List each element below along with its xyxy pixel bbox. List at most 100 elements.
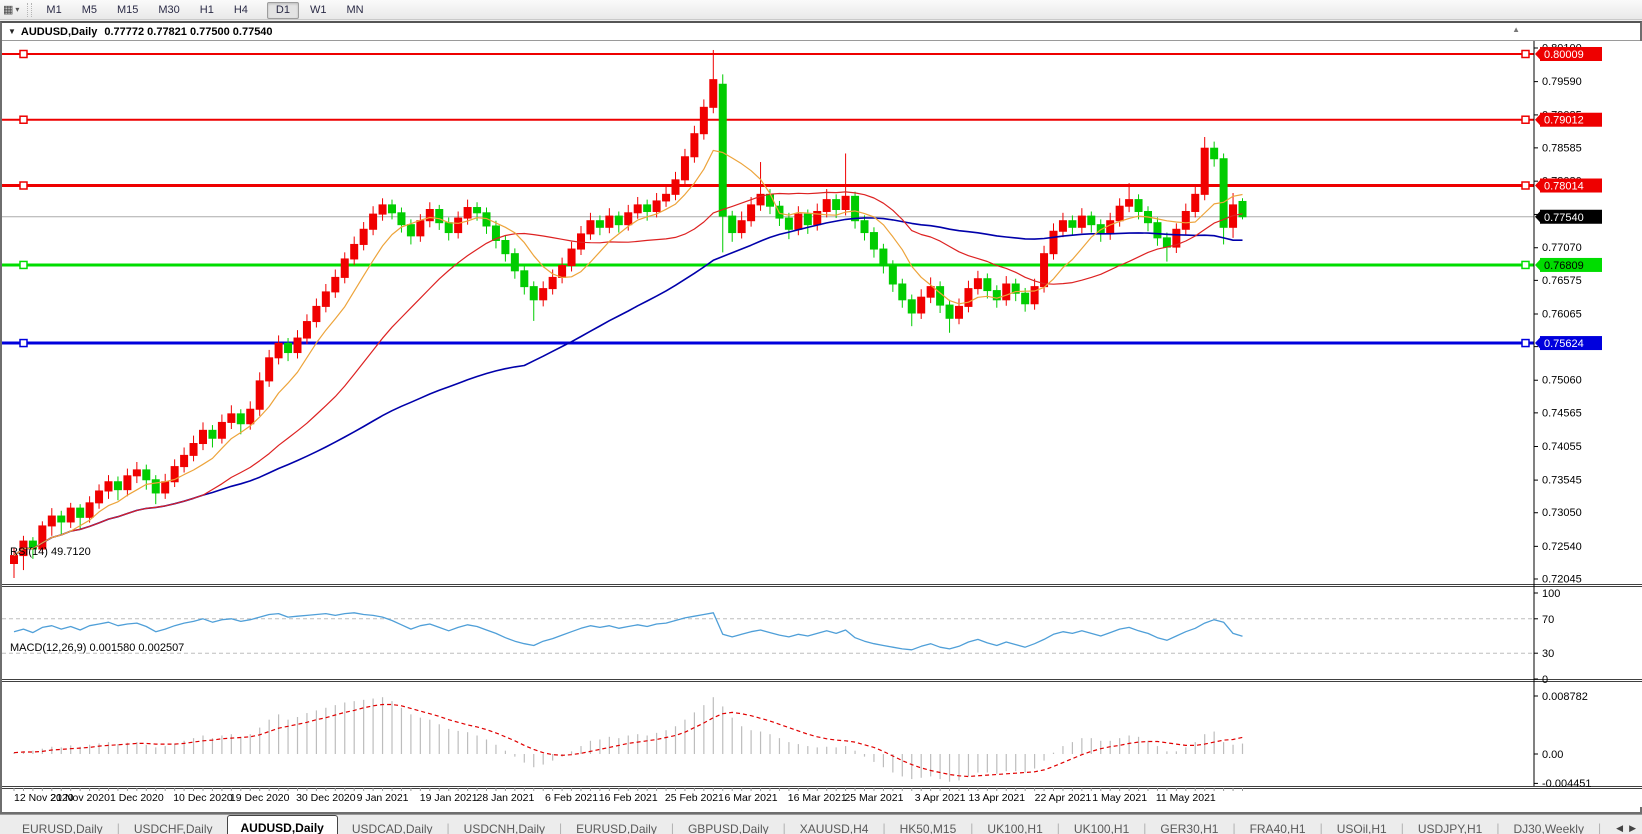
price-axis-label: 0.72045	[1542, 573, 1582, 585]
candle-body	[95, 490, 104, 504]
timeframe-button-m15[interactable]: M15	[116, 3, 139, 16]
scroll-up-icon[interactable]: ▲	[1512, 25, 1520, 34]
collapse-icon[interactable]: ▼	[8, 27, 16, 36]
candle-body	[350, 243, 359, 260]
line-handle-icon[interactable]	[1521, 181, 1530, 190]
rsi-axis-label: 70	[1542, 614, 1554, 626]
price-axis-label: 0.79590	[1542, 76, 1582, 88]
tab-scroll-right-icon[interactable]: ▶	[1629, 823, 1636, 833]
date-axis-label: 6 Feb 2021	[545, 792, 598, 804]
chart-profile-icon[interactable]: ▦ ▾	[3, 3, 19, 16]
price-box-0.79012-arrow	[1535, 113, 1541, 127]
price-box-0.78014-arrow	[1535, 179, 1541, 193]
timeframe-button-d1[interactable]: D1	[266, 1, 299, 19]
tab-usoil-h1[interactable]: USOil,H1	[1336, 822, 1387, 834]
line-handle-icon[interactable]	[1521, 260, 1530, 270]
chevron-down-icon: ▾	[15, 5, 20, 14]
line-handle-icon[interactable]	[19, 181, 28, 190]
candle-body	[47, 515, 56, 527]
candle-body	[189, 443, 198, 456]
price-box-0.75624-arrow	[1535, 336, 1541, 350]
timeframe-button-w1[interactable]: W1	[309, 3, 327, 16]
price-box-0.78014[interactable]	[1540, 178, 1602, 193]
price-axis-label: 0.77070	[1542, 242, 1582, 254]
tab-audusd-daily[interactable]: AUDUSD,Daily	[226, 815, 338, 834]
candle-body	[208, 429, 217, 439]
timeframe-button-mn[interactable]: MN	[346, 3, 364, 16]
date-axis-label: 25 Mar 2021	[844, 792, 903, 804]
candle-body	[1040, 253, 1049, 288]
line-handle-icon[interactable]	[1521, 115, 1530, 124]
line-handle-icon[interactable]	[19, 338, 28, 348]
tab-usdcad-daily[interactable]: USDCAD,Daily	[351, 822, 433, 834]
date-axis-label: 16 Feb 2021	[599, 792, 658, 804]
line-handle-icon[interactable]	[19, 115, 28, 124]
line-handle-icon[interactable]	[1521, 338, 1530, 348]
candle-body	[756, 193, 765, 206]
tab-divider: |	[782, 821, 786, 834]
tab-china300-h1[interactable]: CHINA300,H1	[1601, 817, 1614, 834]
line-handle-icon[interactable]	[19, 260, 28, 270]
candle-body	[293, 337, 302, 354]
timeframe-button-m5[interactable]: M5	[81, 3, 97, 16]
timeframe-toolbar: ▦ ▾ M1 M5 M15 M30 H1 H4 D1 W1 MN	[0, 0, 1642, 20]
tab-usdchf-daily[interactable]: USDCHF,Daily	[133, 822, 213, 834]
line-handle-icon[interactable]	[1521, 49, 1530, 59]
tab-eurusd-daily[interactable]: EURUSD,Daily	[576, 822, 657, 834]
timeframe-button-h4[interactable]: H4	[233, 3, 248, 16]
candle-body	[397, 212, 406, 226]
candle-body	[643, 204, 652, 212]
candle-body	[1058, 220, 1067, 232]
tab-divider: |	[670, 821, 674, 834]
tab-gbpusd-daily[interactable]: GBPUSD,Daily	[687, 822, 769, 834]
price-box-0.76809[interactable]	[1540, 257, 1602, 272]
tab-fra40-h1[interactable]: FRA40,H1	[1249, 822, 1306, 834]
timeframe-button-h1[interactable]: H1	[199, 3, 214, 16]
candle-body	[1200, 147, 1209, 195]
chart-window: ▼ AUDUSD,Daily 0.77772 0.77821 0.77500 0…	[0, 21, 1642, 814]
candle-body	[794, 213, 803, 230]
candle-body	[898, 283, 907, 301]
candle-body	[501, 239, 510, 255]
candle-body	[1181, 210, 1190, 230]
tab-scroll-controls: ◀ ▶	[1614, 815, 1642, 834]
tab-uk100-h1[interactable]: UK100,H1	[987, 822, 1043, 834]
tab-uk100-h1[interactable]: UK100,H1	[1073, 822, 1130, 834]
price-box-0.79012[interactable]	[1540, 112, 1602, 127]
tab-usdjpy-h1[interactable]: USDJPY,H1	[1417, 822, 1483, 834]
toolbar-grip-handle[interactable]	[27, 2, 33, 17]
candle-body	[199, 429, 207, 445]
tab-ger30-h1[interactable]: GER30,H1	[1160, 822, 1219, 834]
candle-body	[454, 217, 463, 234]
candle-body	[265, 357, 274, 382]
tab-dj30-weekly[interactable]: DJ30,Weekly	[1513, 822, 1584, 834]
candle-body	[1125, 199, 1134, 207]
symbol-tab-bar: EURUSD,Daily | USDCHF,Daily AUDUSD,Daily USD…	[0, 814, 1642, 834]
date-axis-label: 1 Dec 2020	[110, 792, 164, 804]
candle-body	[340, 258, 349, 278]
timeframe-button-m30[interactable]: M30	[158, 3, 180, 16]
rsi-indicator-label: RSI(14) 49.7120	[10, 546, 91, 558]
price-box-0.75624[interactable]	[1540, 336, 1602, 351]
chart-title-bar[interactable]: ▼ AUDUSD,Daily 0.77772 0.77821 0.77500 0…	[2, 23, 1640, 41]
candle-body	[321, 291, 330, 307]
line-handle-icon[interactable]	[19, 49, 28, 59]
candle-body	[312, 305, 321, 323]
tab-scroll-left-icon[interactable]: ◀	[1616, 823, 1624, 833]
date-axis-label: 12 Nov 2020	[14, 792, 74, 804]
candle-body	[227, 413, 236, 423]
candle-body	[964, 288, 973, 307]
candle-body	[302, 321, 311, 339]
timeframe-button-m1[interactable]: M1	[46, 3, 62, 16]
tab-eurusd-daily[interactable]: EURUSD,Daily	[22, 822, 103, 834]
tab-usdcnh-daily[interactable]: USDCNH,Daily	[463, 822, 546, 834]
tab-xauusd-h4[interactable]: XAUUSD,H4	[799, 822, 869, 834]
candle-body	[491, 225, 500, 241]
price-chart-canvas[interactable]: 0.801000.795900.790850.785850.780800.775…	[2, 41, 1642, 807]
current-price-box[interactable]	[1540, 209, 1602, 224]
tab-hk50-m15[interactable]: HK50,M15	[899, 822, 957, 834]
candle-body	[284, 342, 293, 354]
candle-body	[983, 278, 992, 292]
price-box-0.80009[interactable]	[1540, 46, 1602, 61]
price-axis-label: 0.76575	[1542, 275, 1582, 287]
